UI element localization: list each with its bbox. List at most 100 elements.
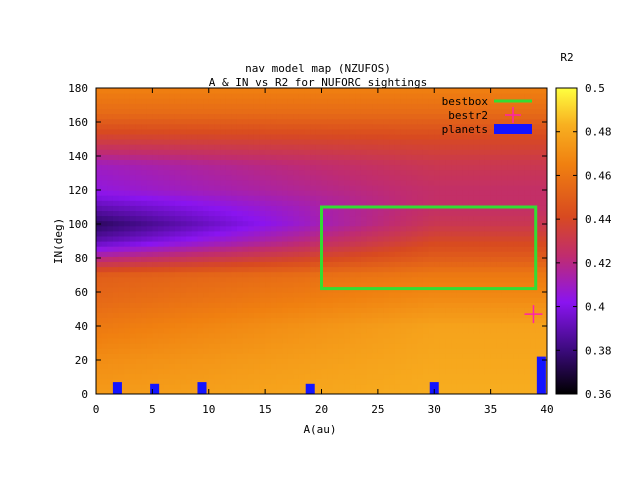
colorbar-tick-label: 0.36 <box>585 388 612 401</box>
heatmap-cell <box>135 230 142 237</box>
heatmap-cell <box>428 261 435 268</box>
heatmap-cell <box>169 220 176 227</box>
heatmap-cell <box>417 343 424 349</box>
heatmap-cell <box>366 225 373 232</box>
heatmap-cell <box>174 93 182 99</box>
heatmap-cell <box>411 363 418 370</box>
heatmap-cell <box>456 190 464 196</box>
heatmap-cell <box>163 337 170 344</box>
heatmap-cell <box>265 378 272 385</box>
heatmap-cell <box>513 184 520 191</box>
heatmap-cell <box>524 302 531 308</box>
heatmap-cell <box>304 210 311 217</box>
heatmap-cell <box>112 261 120 268</box>
heatmap-cell <box>146 210 153 217</box>
heatmap-cell <box>439 220 447 227</box>
heatmap-cell <box>304 312 311 319</box>
heatmap-cell <box>428 169 435 176</box>
heatmap-cell <box>96 235 103 242</box>
heatmap-cell <box>174 154 182 160</box>
heatmap-cell <box>372 215 379 222</box>
heatmap-cell <box>242 133 249 140</box>
heatmap-cell <box>265 241 272 247</box>
heatmap-cell <box>496 363 503 370</box>
heatmap-cell <box>203 297 210 303</box>
heatmap-cell <box>327 113 334 120</box>
heatmap-cell <box>541 190 547 196</box>
heatmap-cell <box>169 327 176 334</box>
heatmap-cell <box>507 297 514 303</box>
heatmap-cell <box>428 373 435 380</box>
heatmap-cell <box>129 343 137 349</box>
heatmap-cell <box>428 123 435 130</box>
heatmap-cell <box>220 133 227 140</box>
heatmap-cell <box>310 281 317 288</box>
heatmap-cell <box>186 220 193 227</box>
heatmap-cell <box>513 159 520 166</box>
heatmap-cell <box>101 215 108 222</box>
heatmap-cell <box>242 128 249 135</box>
heatmap-cell <box>112 98 120 104</box>
heatmap-cell <box>259 159 266 166</box>
heatmap-cell <box>411 220 418 227</box>
heatmap-cell <box>355 343 362 349</box>
heatmap-cell <box>270 327 277 334</box>
heatmap-cell <box>259 144 266 150</box>
heatmap-cell <box>439 337 447 344</box>
heatmap-cell <box>101 281 108 288</box>
heatmap-cell <box>248 169 255 176</box>
heatmap-cell <box>524 322 531 329</box>
heatmap-cell <box>327 179 334 186</box>
heatmap-cell <box>287 128 294 135</box>
heatmap-cell <box>304 230 311 237</box>
heatmap-cell <box>163 159 170 166</box>
heatmap-cell <box>434 133 441 140</box>
heatmap-cell <box>406 93 413 99</box>
heatmap-cell <box>135 363 142 370</box>
heatmap-cell <box>389 174 396 181</box>
heatmap-cell <box>270 220 277 227</box>
heatmap-cell <box>203 118 210 125</box>
heatmap-cell <box>513 327 520 334</box>
heatmap-cell <box>298 358 306 364</box>
heatmap-cell <box>411 169 418 176</box>
heatmap-cell <box>422 144 430 150</box>
heatmap-cell <box>513 195 520 201</box>
heatmap-cell <box>377 123 385 130</box>
heatmap-cell <box>332 108 340 115</box>
heatmap-cell <box>191 113 199 120</box>
heatmap-cell <box>118 256 125 262</box>
heatmap-cell <box>383 195 390 201</box>
heatmap-cell <box>513 174 520 181</box>
heatmap-cell <box>524 312 531 319</box>
heatmap-cell <box>501 292 509 298</box>
heatmap-cell <box>490 149 497 155</box>
heatmap-cell <box>484 241 492 247</box>
heatmap-cell <box>321 113 328 120</box>
heatmap-cell <box>174 358 182 364</box>
heatmap-cell <box>479 139 486 145</box>
heatmap-cell <box>518 241 526 247</box>
heatmap-cell <box>541 286 547 293</box>
heatmap-cell <box>169 149 176 155</box>
heatmap-cell <box>174 343 182 349</box>
heatmap-cell <box>174 108 182 115</box>
heatmap-cell <box>276 169 283 176</box>
heatmap-cell <box>394 332 402 339</box>
heatmap-cell <box>383 343 390 349</box>
heatmap-cell <box>236 174 244 181</box>
heatmap-cell <box>406 164 413 171</box>
heatmap-cell <box>293 332 300 339</box>
heatmap-cell <box>265 164 272 171</box>
heatmap-cell <box>236 159 244 166</box>
heatmap-cell <box>135 256 142 262</box>
heatmap-cell <box>270 169 277 176</box>
heatmap-cell <box>214 93 221 99</box>
heatmap-cell <box>439 98 447 104</box>
heatmap-cell <box>434 123 441 130</box>
heatmap-cell <box>541 343 547 349</box>
heatmap-cell <box>174 322 182 329</box>
heatmap-cell <box>451 373 458 380</box>
heatmap-cell <box>530 241 537 247</box>
heatmap-cell <box>383 169 390 176</box>
